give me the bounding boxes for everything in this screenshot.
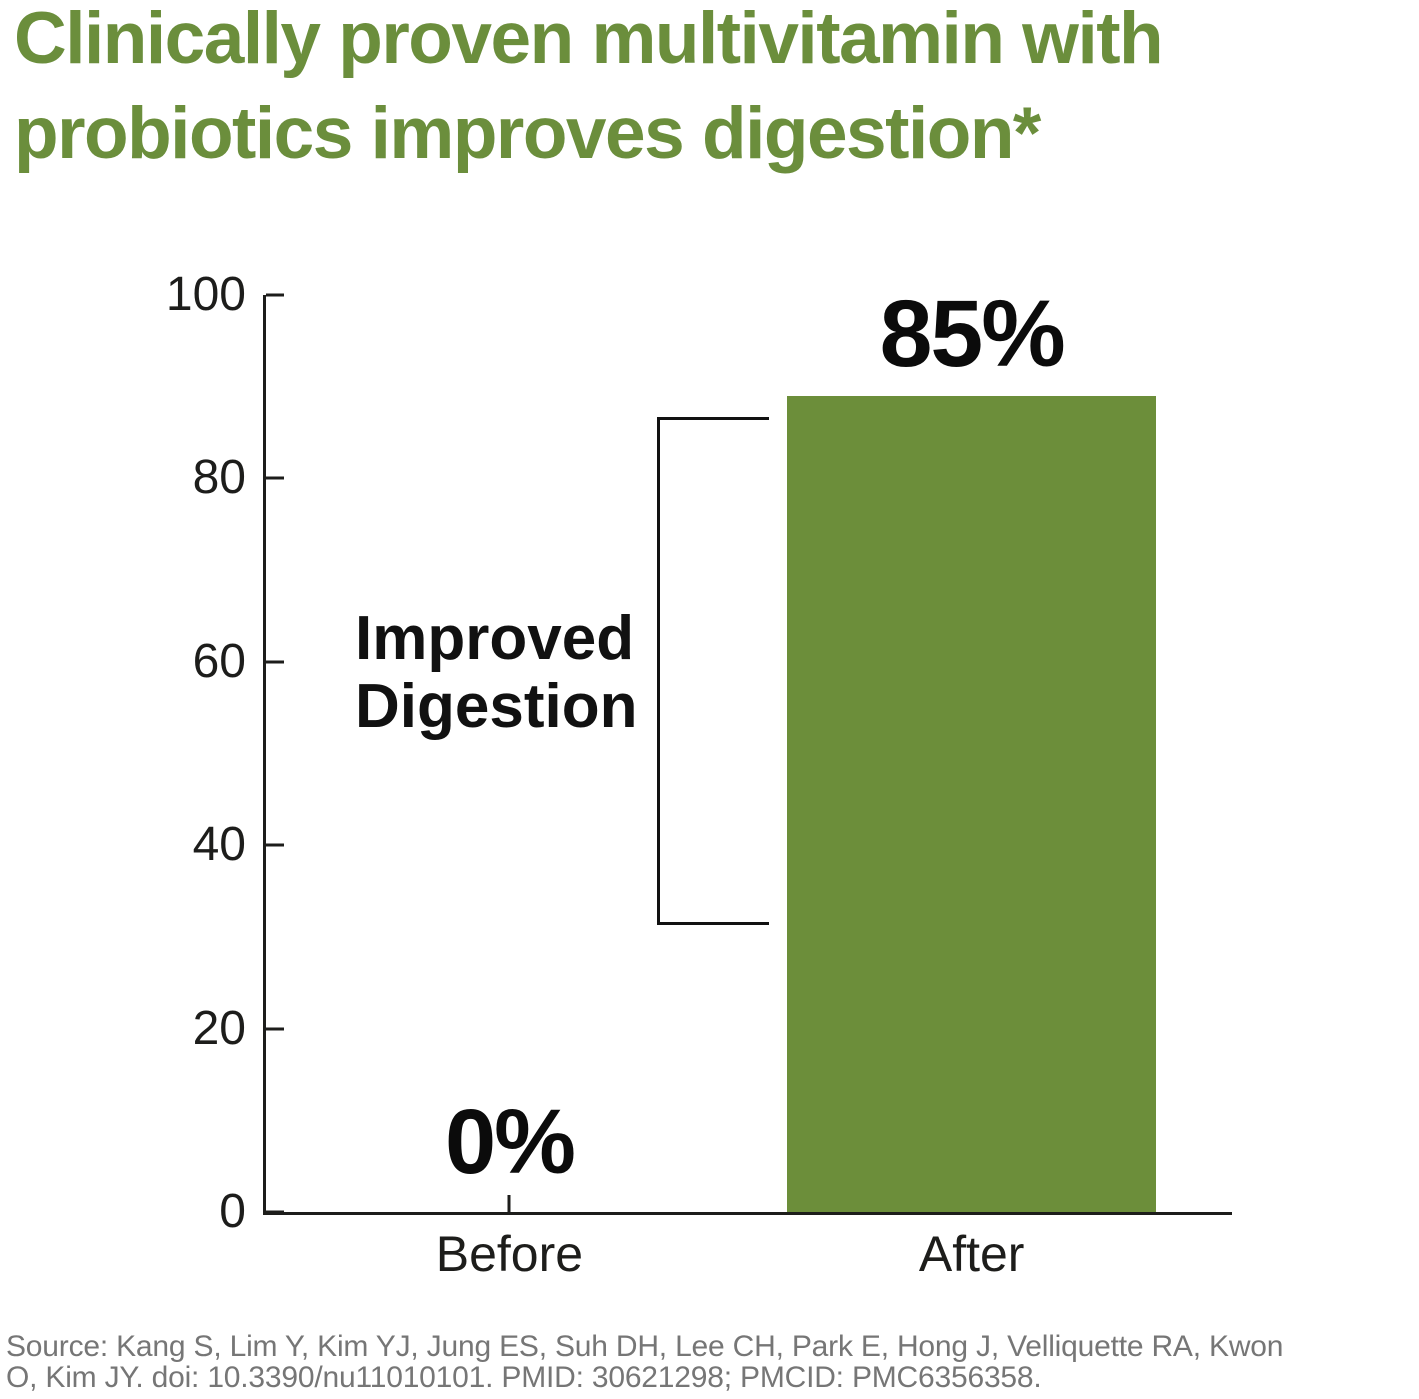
bar-after (786, 395, 1156, 1212)
source-citation: Source: Kang S, Lim Y, Kim YJ, Jung ES, … (6, 1331, 1283, 1393)
y-axis-tick (266, 1210, 284, 1214)
page-title-line-1: Clinically proven multivitamin with (14, 0, 1164, 79)
improved-digestion-annotation: Improved Digestion (355, 605, 637, 741)
y-axis-tick (266, 293, 284, 297)
annotation-line-2: Digestion (355, 672, 638, 741)
y-axis-tick (266, 1027, 284, 1031)
bar-chart-plot-area: 85% 0% Improved Digestion Before After 0 2… (166, 271, 1232, 1282)
y-tick-label: 80 (192, 451, 246, 505)
x-tick-before (507, 1195, 511, 1212)
annotation-line-1: Improved (355, 604, 635, 673)
category-label-after: After (918, 1226, 1025, 1282)
range-bracket (657, 417, 769, 925)
y-tick-label: 100 (165, 268, 246, 321)
y-tick-label: 0 (219, 1185, 246, 1238)
y-axis-tick (266, 476, 284, 480)
y-tick-label: 20 (192, 1001, 246, 1055)
y-tick-label: 60 (192, 634, 246, 688)
source-citation-line-2: O, Kim JY. doi: 10.3390/nu11010101. PMID… (6, 1361, 1042, 1394)
value-label-after: 85% (879, 280, 1066, 387)
page-title: Clinically proven multivitamin with probi… (14, 0, 1164, 181)
page-title-line-2: probiotics improves digestion* (14, 93, 1041, 174)
y-axis-tick (266, 843, 284, 847)
category-label-before: Before (435, 1226, 584, 1282)
source-citation-line-1: Source: Kang S, Lim Y, Kim YJ, Jung ES, … (6, 1330, 1284, 1363)
y-axis-tick (266, 660, 284, 664)
y-tick-label: 40 (192, 818, 246, 872)
value-label-before: 0% (444, 1091, 576, 1193)
